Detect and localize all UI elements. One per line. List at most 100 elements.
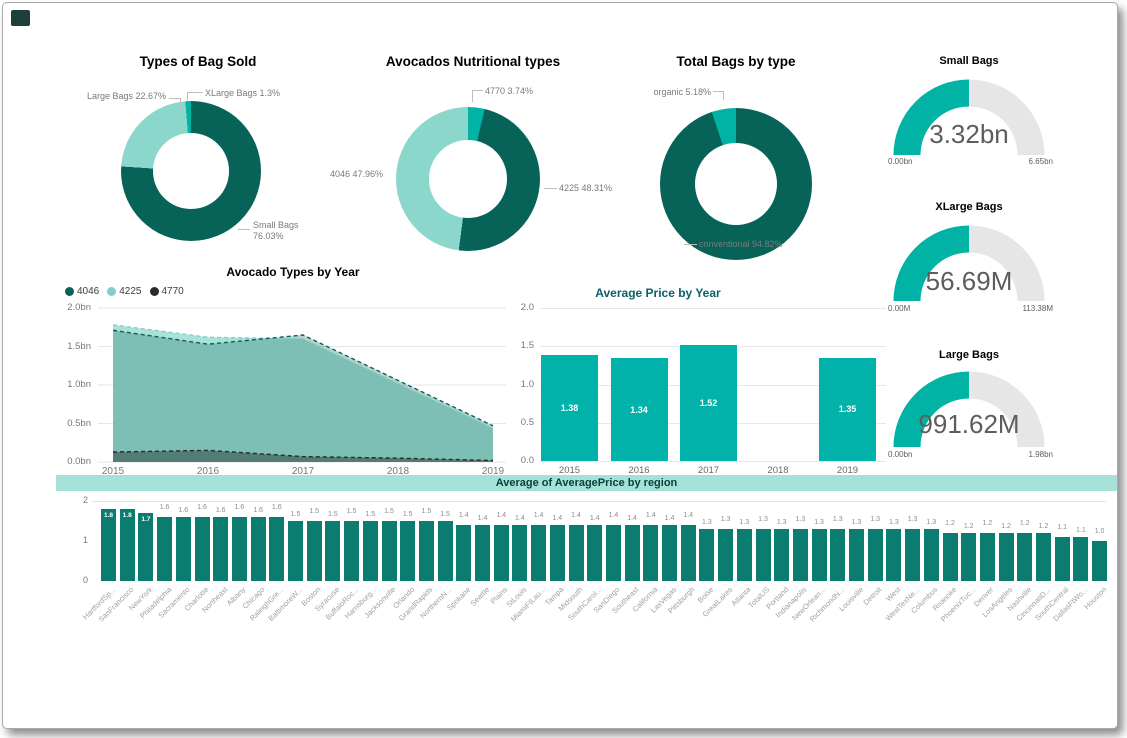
- bar-value-label: 1.5: [421, 507, 432, 515]
- legend-label: 4770: [161, 286, 184, 297]
- region-bar[interactable]: [961, 532, 977, 581]
- legend-item[interactable]: 4225: [107, 286, 142, 297]
- donut-slice-label: Small Bags 76.03%: [253, 220, 299, 241]
- region-bar[interactable]: [811, 528, 827, 581]
- y-axis-tick: 0.5bn: [67, 417, 91, 429]
- region-bar[interactable]: [774, 528, 790, 581]
- donut-slice-label: XLarge Bags 1.3%: [205, 88, 281, 98]
- leader-line: [723, 91, 724, 100]
- region-bar[interactable]: [381, 520, 397, 581]
- region-bar[interactable]: [643, 524, 659, 581]
- region-bar[interactable]: [418, 520, 434, 581]
- region-bar[interactable]: [101, 508, 116, 581]
- region-bar[interactable]: [475, 524, 490, 581]
- donut-title-avocados-nutritional-types: Avocados Nutritional types: [385, 54, 561, 69]
- area-legend[interactable]: 4046 4225 4770: [65, 286, 184, 297]
- bar-value-label: 1.3: [795, 515, 806, 523]
- region-bar[interactable]: [493, 524, 509, 581]
- xlarge-bags-gauge[interactable]: [893, 223, 1045, 303]
- price-bar[interactable]: 1.35: [819, 357, 876, 461]
- price-bar[interactable]: 1.52: [680, 344, 737, 461]
- region-bar[interactable]: [269, 516, 285, 581]
- region-bar[interactable]: [437, 520, 453, 581]
- y-axis-tick: 0.5: [520, 416, 534, 428]
- region-bar[interactable]: [662, 524, 677, 581]
- region-bar[interactable]: [288, 520, 303, 581]
- x-axis-tick: 2017: [697, 465, 720, 476]
- region-bar[interactable]: [306, 520, 322, 581]
- avocado-dashboard: Types of Bag Sold Avocados Nutritional t…: [2, 2, 1118, 729]
- donut-avocados-nutritional-types[interactable]: [396, 107, 540, 251]
- bar-value-label: 1.4: [589, 514, 600, 522]
- region-bar[interactable]: [886, 528, 902, 581]
- region-bar[interactable]: [1073, 536, 1089, 581]
- region-bar[interactable]: [344, 520, 360, 581]
- price-bar[interactable]: 1.34: [610, 358, 668, 461]
- donut-title-total-bags-by-type: Total Bags by type: [676, 54, 796, 69]
- x-axis-tick: 2018: [386, 466, 410, 477]
- avocado-types-area-chart[interactable]: [98, 303, 508, 465]
- bar-value-label: 1.6: [271, 503, 282, 511]
- region-bar[interactable]: [755, 528, 771, 581]
- bar-value-label: 1.6: [253, 506, 263, 514]
- region-bar[interactable]: [138, 512, 154, 581]
- region-bar[interactable]: [905, 528, 921, 581]
- average-price-by-year-chart[interactable]: 0.0 0.5 1.0 1.5 2.0 1.38 2015 1.34 2016 1.52 2017 2…: [508, 299, 888, 489]
- region-bar[interactable]: [1036, 532, 1051, 581]
- bar-value-label: 1.4: [571, 511, 581, 519]
- region-bar[interactable]: [456, 524, 472, 581]
- bar-value-label: 1.4: [627, 514, 637, 522]
- bar-value-label: 1.3: [832, 515, 843, 523]
- region-bar[interactable]: [680, 524, 696, 581]
- legend-dot-icon: [149, 287, 159, 296]
- donut-total-bags-by-type[interactable]: [660, 108, 812, 260]
- region-bar[interactable]: [175, 516, 191, 581]
- region-bar[interactable]: [549, 524, 565, 581]
- legend-item[interactable]: 4046: [65, 286, 99, 297]
- legend-dot-icon: [65, 287, 74, 296]
- region-bar[interactable]: [792, 528, 808, 581]
- legend-item[interactable]: 4770: [149, 286, 184, 297]
- region-bar[interactable]: [736, 528, 752, 581]
- region-bar[interactable]: [624, 524, 640, 581]
- region-bar[interactable]: [325, 520, 341, 581]
- region-chart-header: Average of AveragePrice by region: [56, 475, 1117, 491]
- y-axis-tick: 0: [82, 575, 88, 585]
- large-bags-gauge[interactable]: [893, 369, 1045, 449]
- price-bar[interactable]: 1.38: [541, 355, 598, 461]
- region-bar[interactable]: [979, 532, 995, 581]
- region-bar[interactable]: [718, 528, 734, 581]
- region-bar[interactable]: [1054, 536, 1070, 581]
- region-bar[interactable]: [568, 524, 584, 581]
- region-bar[interactable]: [923, 528, 939, 581]
- region-bar[interactable]: [400, 520, 416, 581]
- region-bar[interactable]: [231, 516, 247, 581]
- region-bar[interactable]: [699, 528, 715, 581]
- region-bar[interactable]: [1092, 540, 1108, 581]
- bar-value-label: 1.6: [178, 506, 189, 514]
- region-bar[interactable]: [531, 524, 547, 581]
- small-bags-gauge[interactable]: [893, 77, 1045, 157]
- region-bar[interactable]: [213, 516, 229, 581]
- region-bar[interactable]: [194, 516, 210, 581]
- region-bar[interactable]: [998, 532, 1014, 581]
- y-axis-tick: 1.0: [520, 378, 534, 390]
- region-bar[interactable]: [512, 524, 528, 581]
- region-bar[interactable]: [942, 532, 958, 581]
- bar-value-label: 1.2: [945, 519, 955, 527]
- region-bar-chart[interactable]: 0 1 2 1.8 HartfordSp... 1.8 SanFrancisco 1.7 New…: [56, 493, 1118, 658]
- gauge-value-small-bags: 3.32bn: [929, 119, 1009, 149]
- region-bar[interactable]: [1017, 532, 1033, 581]
- donut-types-of-bag-sold[interactable]: [121, 101, 261, 241]
- region-bar[interactable]: [849, 528, 864, 581]
- region-bar[interactable]: [119, 508, 135, 581]
- region-bar[interactable]: [830, 528, 846, 581]
- bar-value-label: 1.4: [496, 511, 507, 519]
- region-bar[interactable]: [157, 516, 173, 581]
- region-bar[interactable]: [605, 524, 621, 581]
- region-bar[interactable]: [587, 524, 603, 581]
- region-bar[interactable]: [250, 516, 266, 581]
- region-bar[interactable]: [362, 520, 378, 581]
- region-bar[interactable]: [867, 528, 883, 581]
- bar-value-label: 1.3: [720, 515, 731, 523]
